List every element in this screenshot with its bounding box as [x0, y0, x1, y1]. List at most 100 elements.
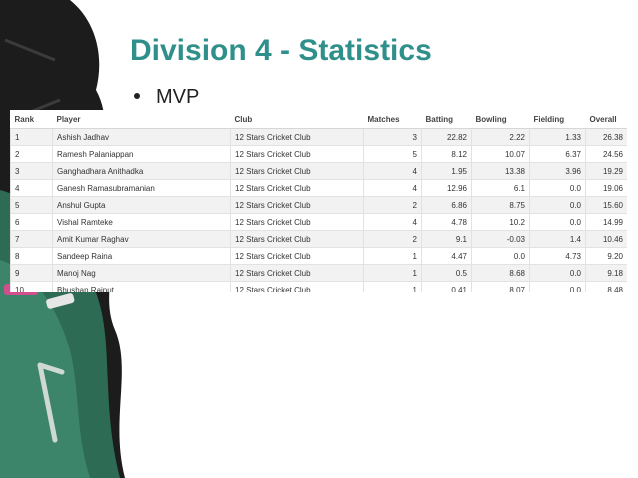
cell-player: Vishal Ramteke [52, 213, 231, 231]
cell-matches: 4 [363, 162, 422, 180]
cell-fielding: 1.33 [529, 128, 586, 146]
cell-club: 12 Stars Cricket Club [230, 264, 364, 282]
mvp-table-container[interactable]: Rank Player Club Matches Batting Bowling… [10, 110, 627, 292]
cell-overall: 14.99 [585, 213, 627, 231]
header-bowling[interactable]: Bowling [471, 110, 530, 129]
cell-club: 12 Stars Cricket Club [230, 162, 364, 180]
cell-batting: 22.82 [421, 128, 472, 146]
header-player[interactable]: Player [52, 110, 231, 129]
cell-bowling: 8.75 [471, 196, 530, 214]
cell-club: 12 Stars Cricket Club [230, 145, 364, 163]
table-row[interactable]: 10 Bhushan Rajput 12 Stars Cricket Club 1 0.… [10, 281, 627, 292]
cell-overall: 8.48 [585, 281, 627, 292]
table-row[interactable]: 3 Ganghadhara Anithadka 12 Stars Cricket C… [10, 162, 627, 180]
cell-overall: 19.06 [585, 179, 627, 197]
cell-overall: 24.56 [585, 145, 627, 163]
header-matches[interactable]: Matches [363, 110, 422, 129]
cell-player: Ganghadhara Anithadka [52, 162, 231, 180]
cell-rank: 2 [10, 145, 53, 163]
bullet-label: MVP [156, 86, 200, 108]
cell-matches: 3 [363, 128, 422, 146]
table-row[interactable]: 5 Anshul Gupta 12 Stars Cricket Club 2 6.86 8… [10, 196, 627, 214]
cell-bowling: 0.0 [471, 247, 530, 265]
cell-rank: 4 [10, 179, 53, 197]
cell-bowling: 13.38 [471, 162, 530, 180]
cell-bowling: 10.07 [471, 145, 530, 163]
cell-batting: 0.5 [421, 264, 472, 282]
cell-batting: 12.96 [421, 179, 472, 197]
cell-fielding: 3.96 [529, 162, 586, 180]
cell-club: 12 Stars Cricket Club [230, 230, 364, 248]
cell-rank: 7 [10, 230, 53, 248]
cell-fielding: 0.0 [529, 213, 586, 231]
table-row[interactable]: 7 Amit Kumar Raghav 12 Stars Cricket Club 2… [10, 230, 627, 248]
cell-overall: 9.18 [585, 264, 627, 282]
table-row[interactable]: 9 Manoj Nag 12 Stars Cricket Club 1 0.5 8.68 0… [10, 264, 627, 282]
cell-player: Bhushan Rajput [52, 281, 231, 292]
cell-fielding: 1.4 [529, 230, 586, 248]
cell-fielding: 0.0 [529, 179, 586, 197]
cell-player: Ashish Jadhav [52, 128, 231, 146]
cell-player: Ganesh Ramasubramanian [52, 179, 231, 197]
cell-overall: 26.38 [585, 128, 627, 146]
table-row[interactable]: 2 Ramesh Palaniappan 12 Stars Cricket Club… [10, 145, 627, 163]
cell-rank: 10 [10, 281, 53, 292]
cell-matches: 2 [363, 196, 422, 214]
cell-matches: 5 [363, 145, 422, 163]
cell-matches: 1 [363, 281, 422, 292]
cell-bowling: 8.68 [471, 264, 530, 282]
cell-batting: 4.78 [421, 213, 472, 231]
table-row[interactable]: 6 Vishal Ramteke 12 Stars Cricket Club 4 4.7… [10, 213, 627, 231]
cell-batting: 1.95 [421, 162, 472, 180]
table-row[interactable]: 8 Sandeep Raina 12 Stars Cricket Club 1 4.47… [10, 247, 627, 265]
table-row[interactable]: 4 Ganesh Ramasubramanian 12 Stars Cricket … [10, 179, 627, 197]
cell-matches: 1 [363, 247, 422, 265]
cell-club: 12 Stars Cricket Club [230, 179, 364, 197]
cell-fielding: 0.0 [529, 281, 586, 292]
cell-batting: 8.12 [421, 145, 472, 163]
table-row[interactable]: 1 Ashish Jadhav 12 Stars Cricket Club 3 22.8… [10, 128, 627, 146]
white-chalk-icon [46, 293, 75, 309]
cell-batting: 9.1 [421, 230, 472, 248]
cell-rank: 6 [10, 213, 53, 231]
cell-club: 12 Stars Cricket Club [230, 247, 364, 265]
cell-club: 12 Stars Cricket Club [230, 281, 364, 292]
cell-overall: 19.29 [585, 162, 627, 180]
cell-matches: 4 [363, 179, 422, 197]
mvp-table: Rank Player Club Matches Batting Bowling… [10, 110, 627, 292]
header-batting[interactable]: Batting [421, 110, 472, 129]
cell-player: Sandeep Raina [52, 247, 231, 265]
cell-player: Amit Kumar Raghav [52, 230, 231, 248]
cell-bowling: 2.22 [471, 128, 530, 146]
cell-matches: 2 [363, 230, 422, 248]
cell-bowling: 8.07 [471, 281, 530, 292]
cell-fielding: 0.0 [529, 264, 586, 282]
header-rank[interactable]: Rank [10, 110, 53, 129]
cell-matches: 4 [363, 213, 422, 231]
cell-bowling: -0.03 [471, 230, 530, 248]
cell-fielding: 4.73 [529, 247, 586, 265]
cell-batting: 6.86 [421, 196, 472, 214]
cell-rank: 1 [10, 128, 53, 146]
header-fielding[interactable]: Fielding [529, 110, 586, 129]
table-body: 1 Ashish Jadhav 12 Stars Cricket Club 3 22.8… [10, 128, 627, 292]
cell-rank: 8 [10, 247, 53, 265]
cell-player: Ramesh Palaniappan [52, 145, 231, 163]
slide-title: Division 4 - Statistics [130, 34, 432, 67]
cell-bowling: 10.2 [471, 213, 530, 231]
cell-club: 12 Stars Cricket Club [230, 128, 364, 146]
cell-rank: 5 [10, 196, 53, 214]
cell-player: Manoj Nag [52, 264, 231, 282]
bullet-item: MVP [134, 86, 199, 109]
table-header-row: Rank Player Club Matches Batting Bowling… [10, 110, 627, 129]
cell-club: 12 Stars Cricket Club [230, 196, 364, 214]
cell-rank: 3 [10, 162, 53, 180]
header-overall[interactable]: Overall [585, 110, 627, 129]
cell-bowling: 6.1 [471, 179, 530, 197]
header-club[interactable]: Club [230, 110, 364, 129]
cell-batting: 4.47 [421, 247, 472, 265]
cell-batting: 0.41 [421, 281, 472, 292]
cell-overall: 10.46 [585, 230, 627, 248]
cell-fielding: 0.0 [529, 196, 586, 214]
cell-club: 12 Stars Cricket Club [230, 213, 364, 231]
